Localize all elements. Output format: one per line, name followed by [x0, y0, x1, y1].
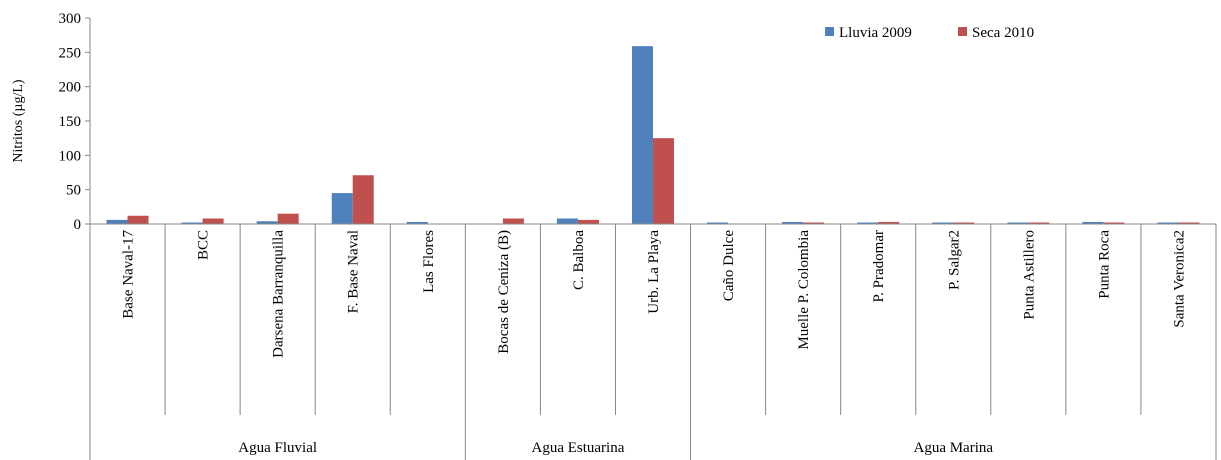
category-label: C. Balboa — [571, 230, 587, 290]
bar-seca-5 — [502, 218, 524, 224]
legend-swatch — [825, 27, 834, 36]
category-label: BCC — [196, 230, 212, 260]
bar-lluvia-2 — [256, 221, 278, 224]
y-tick-label: 300 — [59, 11, 82, 27]
bar-lluvia-4 — [406, 221, 428, 224]
category-labels: Base Naval-17 BCC Darsena Barranquilla F. B… — [121, 230, 1188, 358]
bar-seca-13 — [1103, 222, 1125, 224]
category-label: Santa Veronica2 — [1171, 230, 1187, 328]
group-label: Agua Estuarina — [531, 440, 624, 456]
category-label: F. Base Naval — [346, 230, 362, 313]
group-label: Agua Marina — [913, 440, 993, 456]
bar-lluvia-8 — [707, 222, 729, 224]
category-label: Urb. La Playa — [646, 230, 662, 314]
category-label: Punta Astillero — [1021, 230, 1037, 320]
category-label: Punta Roca — [1096, 230, 1112, 299]
category-label: Base Naval-17 — [121, 230, 137, 319]
bar-lluvia-11 — [932, 222, 954, 224]
bar-lluvia-7 — [632, 46, 653, 225]
bar-lluvia-0 — [106, 219, 128, 224]
y-tick-label: 150 — [59, 114, 82, 130]
legend-swatch — [958, 27, 967, 36]
bar-seca-10 — [878, 221, 900, 224]
axes-layer — [89, 18, 1217, 460]
bar-lluvia-13 — [1082, 221, 1104, 224]
y-tick-label: 100 — [59, 148, 82, 164]
bar-lluvia-1 — [181, 222, 203, 224]
y-axis-label: Nitritos (µg/L) — [11, 79, 26, 162]
bar-seca-14 — [1178, 222, 1200, 224]
bar-seca-11 — [953, 222, 975, 224]
bar-lluvia-3 — [331, 193, 353, 224]
bar-seca-6 — [577, 219, 599, 224]
bar-lluvia-12 — [1007, 222, 1029, 224]
category-label: P. Pradomar — [871, 230, 887, 303]
bar-seca-0 — [127, 215, 149, 224]
legend-label: Seca 2010 — [972, 25, 1034, 41]
bar-seca-3 — [352, 175, 374, 224]
category-label: P. Salgar2 — [946, 230, 962, 290]
y-tick-label: 50 — [66, 183, 81, 199]
group-labels: Agua Fluvial Agua Estuarina Agua Marina — [238, 440, 993, 456]
group-label: Agua Fluvial — [238, 440, 317, 456]
category-label: Bocas de Ceniza (B) — [496, 230, 512, 354]
category-label: Darsena Barranquilla — [271, 230, 287, 358]
bar-lluvia-10 — [857, 222, 879, 224]
y-tick-label: 250 — [59, 45, 82, 61]
y-axis: 0 50 100 150 200 250 300 — [59, 11, 90, 233]
bar-seca-1 — [202, 218, 224, 224]
bar-lluvia-9 — [782, 221, 804, 224]
bar-seca-9 — [803, 222, 825, 224]
bar-seca-2 — [277, 213, 299, 224]
bar-seca-7 — [653, 138, 674, 224]
category-label: Caño Dulce — [721, 230, 737, 302]
category-label: Las Flores — [421, 230, 437, 293]
legend: Lluvia 2009 Seca 2010 — [825, 25, 1034, 41]
bar-lluvia-14 — [1157, 222, 1179, 224]
y-tick-label: 200 — [59, 80, 82, 96]
bar-lluvia-6 — [556, 218, 578, 224]
legend-label: Lluvia 2009 — [839, 25, 912, 41]
bar-seca-12 — [1028, 222, 1050, 224]
category-label: Muelle P. Colombia — [796, 230, 812, 350]
bars-layer — [106, 46, 1200, 225]
y-tick-label: 0 — [74, 217, 82, 233]
